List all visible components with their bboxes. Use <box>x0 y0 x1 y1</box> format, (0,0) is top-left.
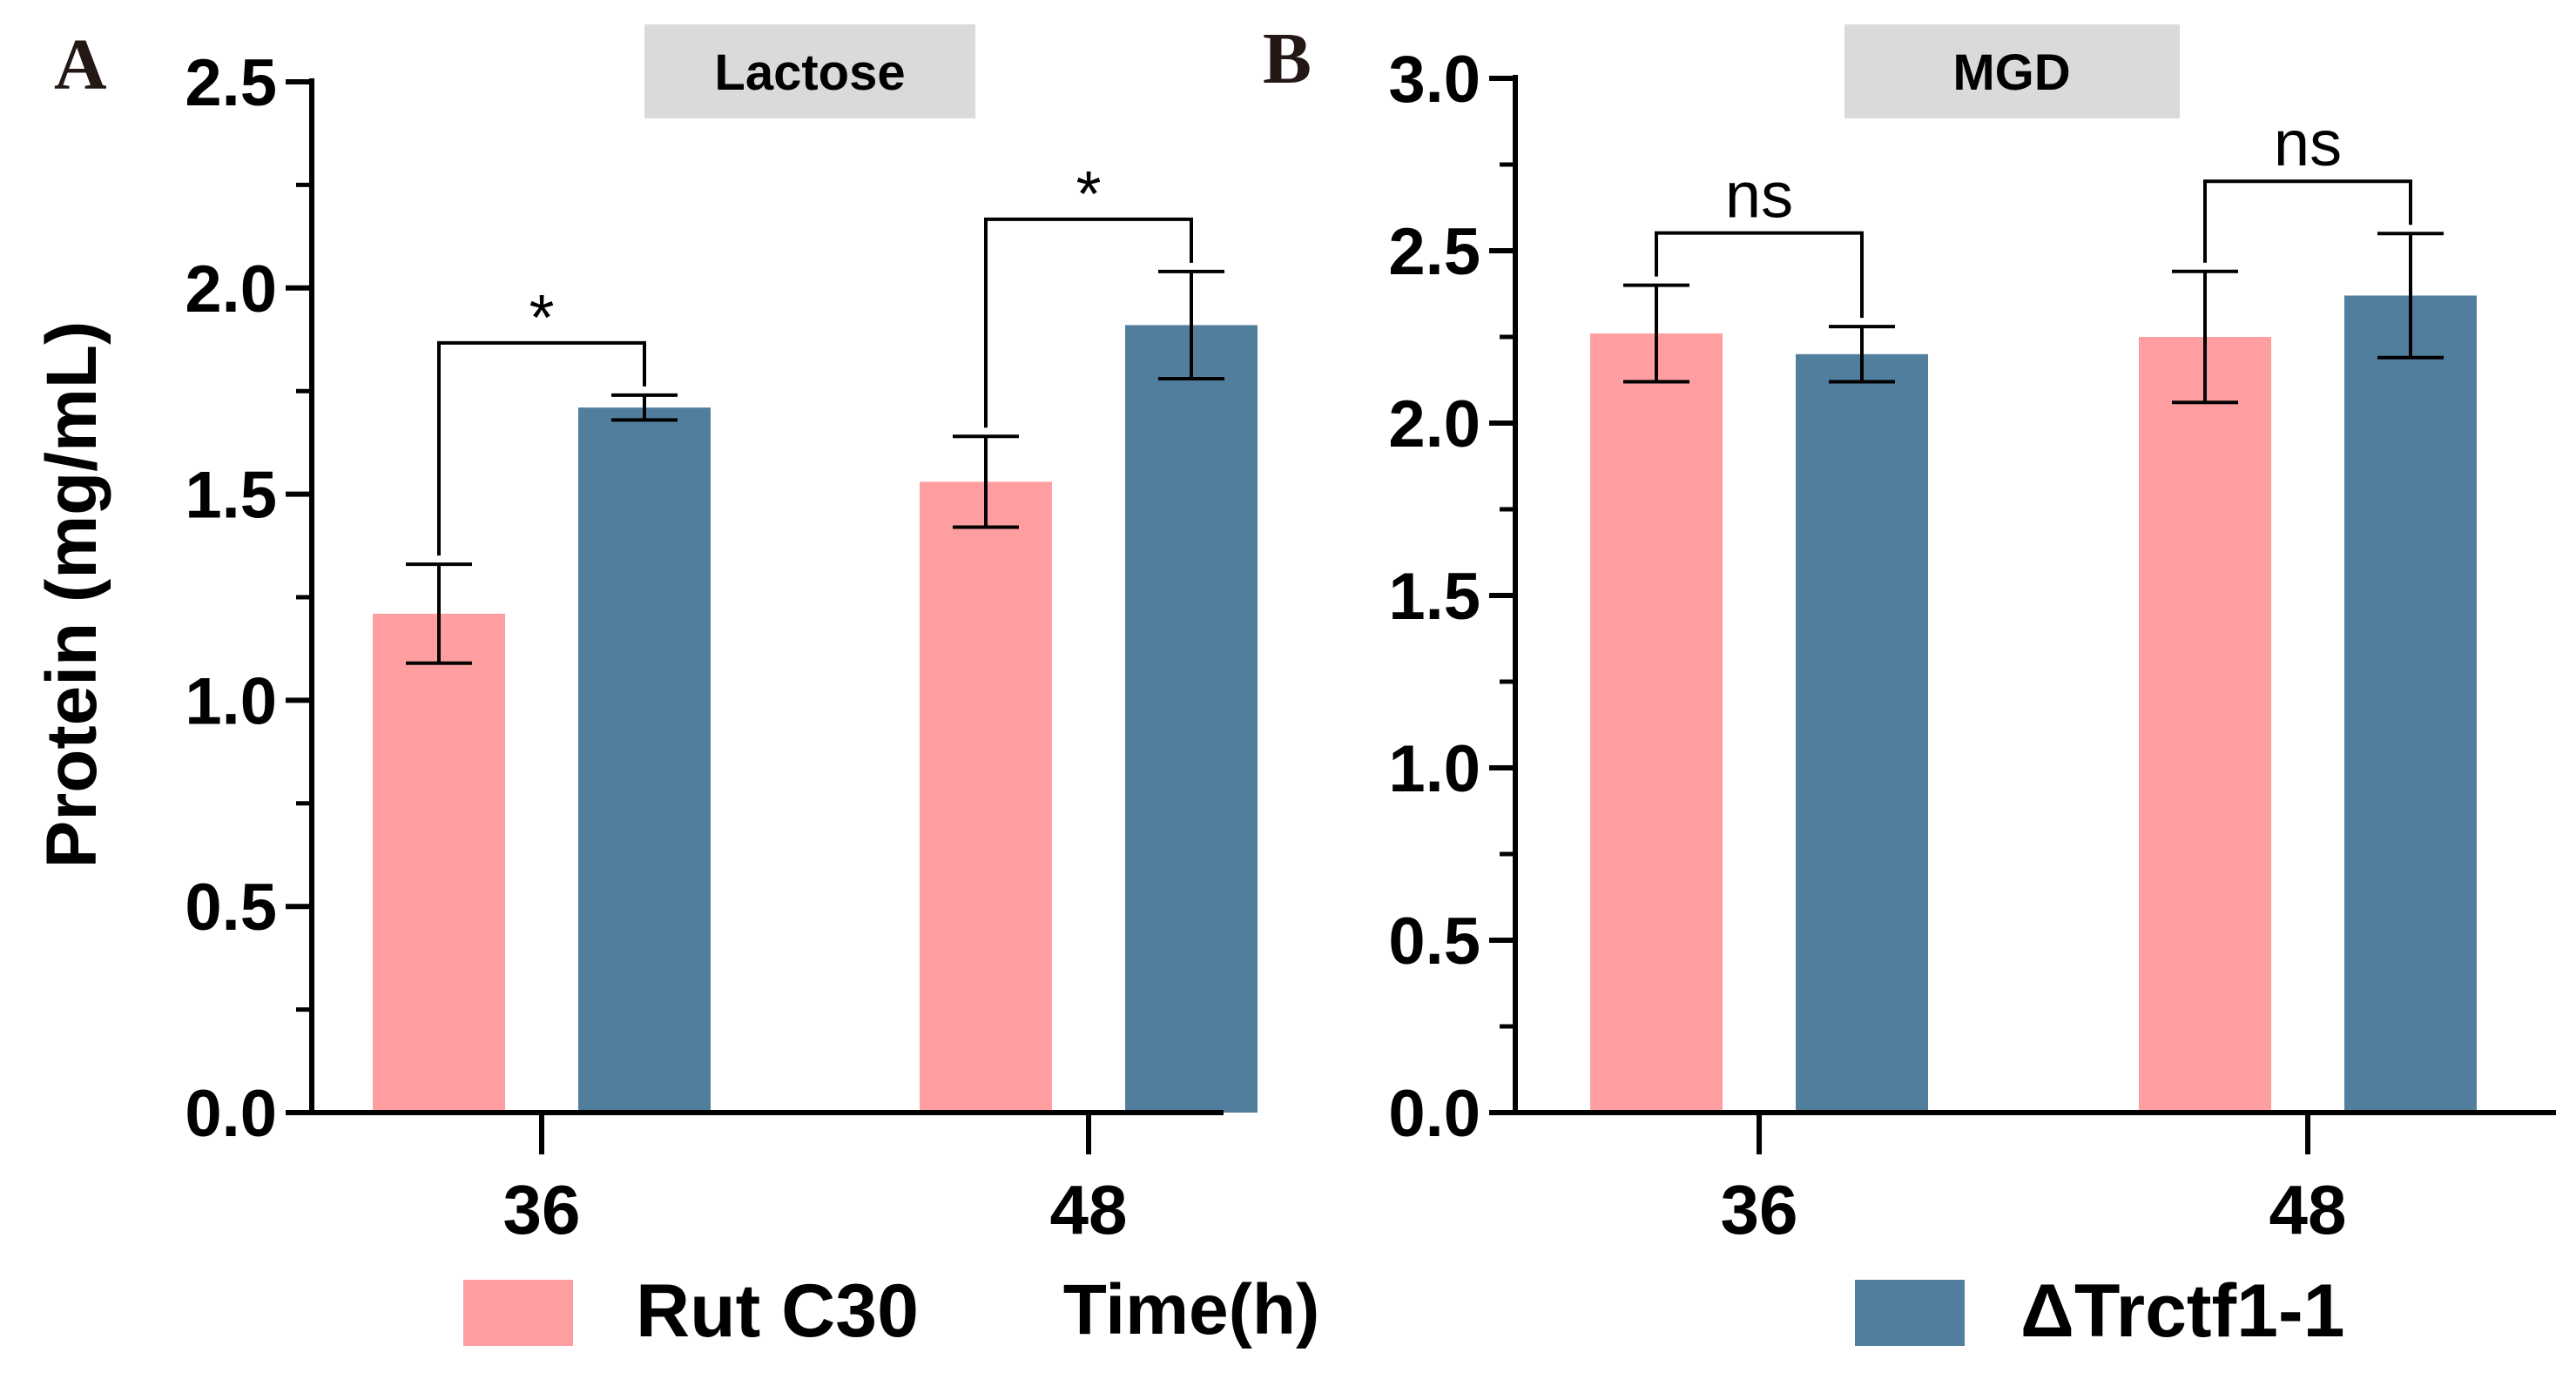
bar-48-rut-c30 <box>920 481 1052 1113</box>
x-tick-label: 48 <box>1050 1171 1128 1248</box>
significance-label: * <box>529 281 555 353</box>
y-tick-label: 1.5 <box>1388 560 1480 634</box>
legend-label-rut-c30: Rut C30 <box>636 1269 919 1353</box>
error-bar-36-trctf1 <box>611 393 678 422</box>
legend-label-trctf1: ΔTrctf1-1 <box>2020 1269 2344 1353</box>
significance-bracket-48: ns <box>2203 107 2412 263</box>
legend: Rut C30 ΔTrctf1-1 <box>463 1269 2344 1353</box>
panel-letter-b: B <box>1263 18 1312 99</box>
panel-b: B MGD ns 36 ns 48 0.0 0.5 1.0 1.5 2.0 2.5 3.0 <box>1263 18 2556 1248</box>
y-tick-label: 0.0 <box>1388 1077 1480 1151</box>
panel-title-b: MGD <box>1952 44 2070 101</box>
plot-area-a: * 36 * 48 0.0 0.5 1.0 1.5 2.0 2.5 <box>185 46 1258 1248</box>
y-tick-label: 1.5 <box>185 459 277 533</box>
x-tick-label: 36 <box>1721 1171 1798 1248</box>
significance-label: ns <box>2274 107 2342 179</box>
significance-line <box>2203 179 2412 263</box>
x-tick-label: 36 <box>503 1171 581 1248</box>
y-tick-label: 2.5 <box>1388 215 1480 289</box>
y-tick-label: 0.0 <box>185 1077 277 1151</box>
bar-48-rut-c30 <box>2139 337 2271 1113</box>
significance-line <box>984 217 1193 428</box>
x-axis-title: Time(h) <box>1063 1270 1320 1349</box>
bar-36-rut-c30 <box>373 613 505 1113</box>
significance-bracket-48: * <box>984 158 1193 428</box>
bar-36-trctf1 <box>578 407 711 1113</box>
bar-48-trctf1 <box>2344 295 2477 1113</box>
significance-bracket-36: * <box>437 281 646 556</box>
y-tick-label: 2.5 <box>185 46 277 120</box>
plot-area-b: ns 36 ns 48 0.0 0.5 1.0 1.5 2.0 2.5 3.0 <box>1388 43 2556 1248</box>
error-bar-48-trctf1 <box>1158 269 1224 380</box>
error-bar-36-trctf1 <box>1829 325 1895 384</box>
significance-line <box>437 340 646 556</box>
legend-swatch-rut-c30 <box>463 1280 573 1346</box>
bar-48-trctf1 <box>1125 325 1258 1113</box>
y-tick-label: 1.0 <box>1388 732 1480 806</box>
x-tick-label: 48 <box>2269 1171 2347 1248</box>
significance-label: * <box>1076 158 1102 230</box>
error-bar-36-rut-c30 <box>1623 283 1689 384</box>
bar-36-trctf1 <box>1796 353 1928 1113</box>
legend-swatch-trctf1 <box>1855 1280 1965 1346</box>
y-tick-label: 2.0 <box>185 252 277 326</box>
error-bar-48-rut-c30 <box>2172 269 2238 405</box>
significance-line <box>1655 231 1864 319</box>
y-tick-label: 0.5 <box>1388 905 1480 979</box>
significance-label: ns <box>1725 159 1793 232</box>
significance-bracket-36: ns <box>1655 159 1864 319</box>
y-tick-label: 1.0 <box>185 664 277 738</box>
error-bar-48-rut-c30 <box>953 434 1019 529</box>
error-bar-48-trctf1 <box>2377 232 2444 360</box>
panel-a: A Lactose * 36 * 48 0.0 0.5 1.0 1.5 2.0 2.5 <box>54 24 1258 1248</box>
panel-title-a: Lactose <box>714 44 905 101</box>
y-tick-label: 0.5 <box>185 871 277 945</box>
error-bar-36-rut-c30 <box>406 562 472 665</box>
y-axis-title: Protein (mg/mL) <box>32 321 111 869</box>
y-tick-label: 2.0 <box>1388 387 1480 461</box>
panel-title-box-b <box>1844 24 2180 118</box>
panel-letter-a: A <box>54 24 107 105</box>
y-tick-label: 3.0 <box>1388 43 1480 117</box>
panel-title-box-a <box>644 24 975 118</box>
bar-36-rut-c30 <box>1590 333 1723 1113</box>
